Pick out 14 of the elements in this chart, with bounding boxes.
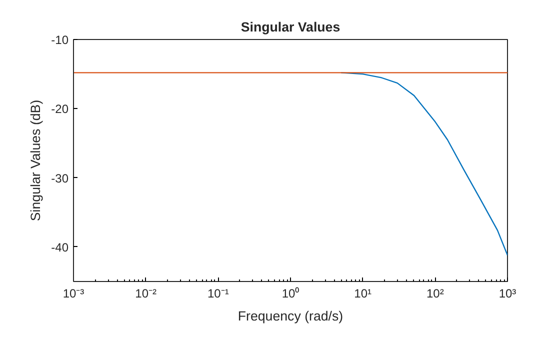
x-tick-label: 10³: [498, 286, 516, 300]
x-axis-title: Frequency (rad/s): [238, 308, 344, 324]
x-tick-label: 10⁻²: [135, 286, 157, 300]
x-tick-label: 10⁻¹: [207, 286, 229, 300]
y-tick-label: -30: [51, 171, 69, 186]
y-axis-title: Singular Values (dB): [28, 100, 44, 222]
chart-title: Singular Values: [240, 20, 340, 34]
y-tick-label: -20: [51, 102, 69, 116]
x-tick-label: 10⁰: [282, 286, 300, 300]
x-tick-label: 10¹: [354, 286, 372, 300]
y-tick-label: -10: [51, 33, 69, 47]
x-tick-label: 10²: [426, 286, 444, 300]
y-tick-label: -40: [51, 240, 69, 254]
x-tick-label: 10⁻³: [62, 286, 84, 300]
